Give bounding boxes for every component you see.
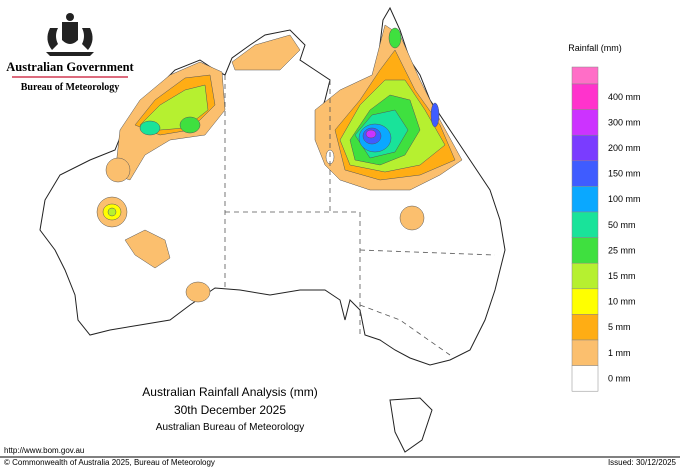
legend-label: 10 mm [608, 297, 636, 307]
legend-swatch [571, 186, 599, 213]
caption-title: Australian Rainfall Analysis (mm) [142, 385, 317, 399]
legend-label: 1 mm [608, 348, 631, 358]
legend-swatch [571, 134, 599, 162]
agency-name: Bureau of Meteorology [21, 82, 120, 93]
legend-label: 0 mm [608, 373, 631, 383]
state-borders [224, 75, 496, 356]
coat-of-arms [46, 13, 94, 56]
legend-swatch [571, 339, 599, 366]
legend-label: 300 mm [608, 117, 641, 127]
legend-label: 150 mm [608, 169, 641, 179]
legend-label: 50 mm [608, 220, 636, 230]
caption-source: Australian Bureau of Meteorology [156, 422, 304, 433]
legend-swatch [571, 109, 599, 136]
legend-label: 400 mm [608, 92, 641, 102]
legend-label: 200 mm [608, 143, 641, 153]
legend-swatch [571, 314, 599, 341]
legend-label: 5 mm [608, 322, 631, 332]
legend-swatch [571, 365, 599, 392]
tasmania-outline [389, 397, 433, 453]
rainfall-areas [96, 24, 463, 303]
legend-swatch [571, 288, 599, 315]
legend: 400 mm 300 mm 200 mm 150 mm 100 mm 50 mm 25 mm… [571, 66, 641, 392]
legend-swatch [571, 237, 599, 264]
legend-label: 15 mm [608, 271, 636, 281]
legend-swatch [571, 66, 599, 85]
legend-swatch [571, 160, 599, 187]
footer-issued: Issued: 30/12/2025 [608, 458, 677, 467]
legend-swatch [571, 211, 599, 238]
legend-title: Rainfall (mm) [568, 43, 622, 53]
legend-swatch [571, 83, 599, 110]
footer-url: http://www.bom.gov.au [4, 446, 84, 455]
footer-copyright: © Commonwealth of Australia 2025, Bureau… [4, 458, 215, 467]
government-name: Australian Government [6, 60, 134, 74]
legend-label: 100 mm [608, 194, 641, 204]
caption-date: 30th December 2025 [174, 403, 286, 417]
legend-label: 25 mm [608, 245, 636, 255]
legend-swatch [571, 262, 599, 290]
